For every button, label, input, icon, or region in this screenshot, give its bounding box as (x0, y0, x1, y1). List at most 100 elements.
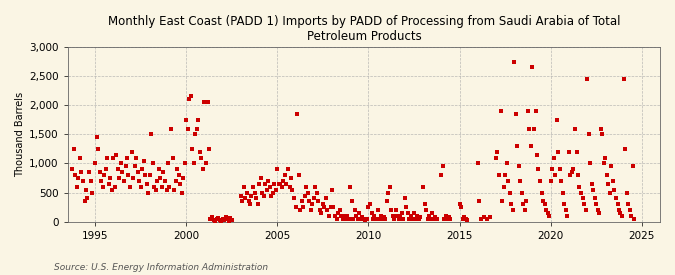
Point (99, 173, 109, 177)
Point (402, 211, 413, 215)
Point (500, 173, 510, 177)
Point (93, 147, 104, 151)
Point (518, 202, 529, 207)
Point (331, 217, 342, 221)
Point (559, 202, 570, 207)
Point (357, 215, 368, 219)
Point (580, 208, 591, 212)
Point (547, 167, 558, 172)
Point (307, 202, 318, 207)
Point (574, 185, 585, 189)
Point (526, 144, 537, 148)
Point (261, 188, 272, 192)
Point (421, 208, 431, 212)
Point (606, 164, 617, 169)
Point (278, 179, 289, 183)
Point (599, 161, 610, 166)
Point (570, 126, 580, 131)
Point (107, 188, 117, 192)
Point (286, 176, 296, 180)
Point (158, 170, 169, 174)
Point (479, 215, 489, 219)
Point (603, 182, 614, 186)
Point (277, 185, 288, 189)
Point (322, 208, 333, 212)
Point (316, 211, 327, 215)
Point (419, 202, 430, 207)
Point (120, 164, 131, 169)
Point (454, 202, 465, 207)
Point (515, 179, 526, 183)
Point (321, 196, 331, 201)
Point (354, 211, 364, 215)
Point (492, 150, 503, 154)
Point (506, 202, 516, 207)
Point (610, 196, 621, 201)
Point (335, 214, 346, 218)
Point (123, 173, 134, 177)
Point (190, 132, 200, 136)
Point (70, 173, 81, 177)
Point (475, 217, 486, 221)
Point (413, 217, 424, 221)
Point (572, 173, 583, 177)
Point (498, 185, 509, 189)
Point (627, 164, 638, 169)
Point (221, 215, 232, 219)
Point (184, 97, 195, 101)
Point (381, 199, 392, 204)
Point (430, 215, 441, 219)
Point (117, 170, 128, 174)
Text: Source: U.S. Energy Information Administration: Source: U.S. Energy Information Administ… (54, 263, 268, 272)
Point (516, 190, 527, 195)
Point (290, 205, 301, 209)
Point (340, 217, 351, 221)
Point (366, 211, 377, 215)
Point (210, 218, 221, 223)
Point (131, 155, 142, 160)
Point (556, 179, 566, 183)
Point (155, 176, 166, 180)
Point (614, 208, 624, 212)
Point (497, 199, 508, 204)
Point (199, 100, 210, 104)
Point (384, 185, 395, 189)
Point (167, 155, 178, 160)
Point (239, 185, 250, 189)
Point (181, 118, 192, 122)
Point (333, 211, 344, 215)
Point (103, 182, 114, 186)
Point (493, 173, 504, 177)
Point (188, 161, 199, 166)
Point (545, 179, 556, 183)
Point (202, 100, 213, 104)
Point (378, 215, 389, 219)
Point (250, 196, 261, 201)
Point (390, 208, 401, 212)
Point (623, 202, 634, 207)
Point (256, 190, 267, 195)
Point (115, 161, 126, 166)
Point (171, 167, 182, 172)
Point (618, 77, 629, 81)
Point (533, 167, 544, 172)
Point (128, 176, 138, 180)
Point (293, 173, 304, 177)
Point (305, 208, 316, 212)
Point (246, 193, 257, 198)
Point (163, 161, 173, 166)
Point (299, 193, 310, 198)
Point (217, 217, 228, 221)
Point (406, 214, 416, 218)
Point (327, 188, 338, 192)
Point (504, 190, 515, 195)
Point (437, 164, 448, 169)
Point (566, 170, 577, 174)
Point (404, 217, 415, 221)
Point (279, 173, 290, 177)
Point (187, 147, 198, 151)
Point (79, 199, 90, 204)
Point (462, 218, 472, 222)
Point (351, 214, 362, 218)
Point (180, 161, 190, 166)
